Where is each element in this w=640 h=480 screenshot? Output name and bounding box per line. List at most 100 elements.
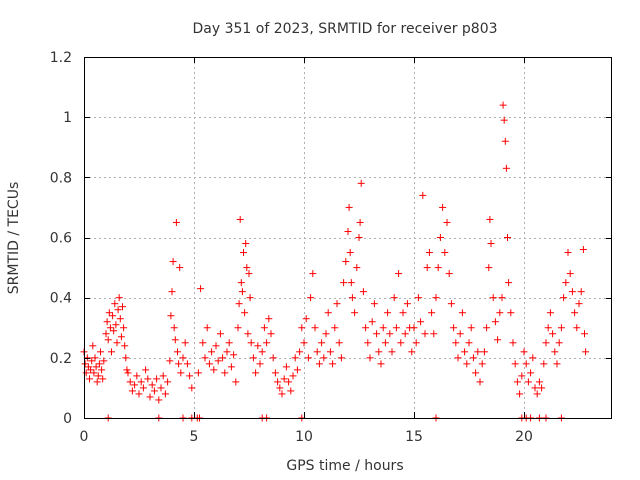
data-point [133, 372, 141, 380]
data-point [108, 348, 115, 356]
data-point [232, 378, 240, 386]
data-point [289, 372, 297, 380]
data-point [105, 309, 113, 317]
data-point [309, 270, 317, 278]
data-point [544, 324, 552, 332]
data-point [166, 357, 174, 365]
data-point [465, 339, 473, 347]
data-point [348, 294, 356, 302]
data-point [368, 318, 376, 326]
data-point [311, 324, 319, 332]
data-point [342, 258, 350, 266]
data-point [562, 279, 570, 287]
data-point [384, 309, 392, 317]
data-point [93, 378, 101, 386]
data-point [296, 348, 304, 356]
data-point [128, 387, 136, 395]
data-point [347, 279, 355, 287]
y-tick-label: 1.2 [50, 50, 72, 66]
data-point [115, 294, 123, 302]
data-point [375, 348, 383, 356]
data-point [112, 321, 120, 329]
data-point [401, 330, 409, 338]
data-point [485, 264, 493, 272]
data-point [498, 294, 506, 302]
data-point [97, 348, 104, 356]
data-point [148, 381, 156, 389]
data-point [245, 270, 253, 278]
data-point [520, 348, 528, 356]
data-point [496, 309, 504, 317]
data-point [504, 234, 511, 241]
data-point [153, 375, 161, 383]
x-tick-label: 5 [190, 429, 199, 445]
data-point [579, 246, 587, 254]
x-tick-label: 15 [405, 429, 423, 445]
data-point [538, 384, 546, 392]
data-point [137, 378, 145, 386]
x-tick-label: 10 [295, 429, 313, 445]
x-tick-labels: 0 5 10 15 20 [80, 429, 533, 445]
data-point [505, 279, 513, 287]
data-point [551, 348, 559, 356]
data-point [256, 360, 264, 368]
data-point [531, 384, 539, 392]
data-point [395, 270, 403, 278]
data-point [577, 288, 585, 296]
data-point [146, 393, 154, 401]
data-point [271, 369, 279, 377]
data-point [298, 324, 306, 332]
data-point [86, 375, 93, 383]
data-point [278, 390, 286, 398]
data-point [201, 354, 209, 362]
data-point [236, 215, 244, 223]
data-point [491, 318, 499, 326]
data-point [265, 315, 273, 323]
data-point [557, 324, 565, 332]
data-point [219, 354, 227, 362]
data-point [397, 339, 405, 347]
data-point [518, 372, 526, 380]
data-point [379, 324, 387, 332]
data-point [472, 369, 480, 377]
data-point [417, 318, 425, 326]
data-point [280, 375, 288, 383]
data-point [276, 384, 284, 392]
data-point [188, 384, 196, 392]
data-point [388, 348, 396, 356]
data-point [230, 351, 238, 359]
data-point [564, 249, 572, 257]
data-point [527, 369, 535, 377]
data-point [117, 333, 125, 341]
data-point [291, 354, 299, 362]
data-point [502, 164, 510, 172]
data-point [181, 339, 189, 347]
data-point [331, 324, 339, 332]
data-point [549, 330, 557, 338]
y-tick-label: 0.8 [50, 170, 72, 186]
data-point [208, 348, 216, 356]
data-point [313, 348, 321, 356]
data-point [486, 215, 494, 223]
data-point [359, 288, 367, 296]
data-point [300, 339, 308, 347]
data-point [456, 330, 464, 338]
data-point [474, 348, 482, 356]
data-point [99, 375, 107, 383]
data-point [366, 354, 374, 362]
data-point [452, 339, 460, 347]
data-point [337, 354, 345, 362]
data-point [157, 384, 165, 392]
data-point [167, 312, 175, 320]
data-point [373, 330, 381, 338]
y-axis-label: SRMTID / TECUs [6, 182, 22, 295]
y-tick-labels: 0 0.2 0.4 0.6 0.8 1 1.2 [50, 50, 72, 427]
data-point [161, 390, 169, 398]
data-point [304, 354, 312, 362]
data-point [87, 366, 95, 374]
data-point [476, 378, 484, 386]
data-point [511, 360, 519, 368]
data-point [214, 357, 222, 365]
data-point [116, 315, 124, 323]
data-point [463, 360, 471, 368]
